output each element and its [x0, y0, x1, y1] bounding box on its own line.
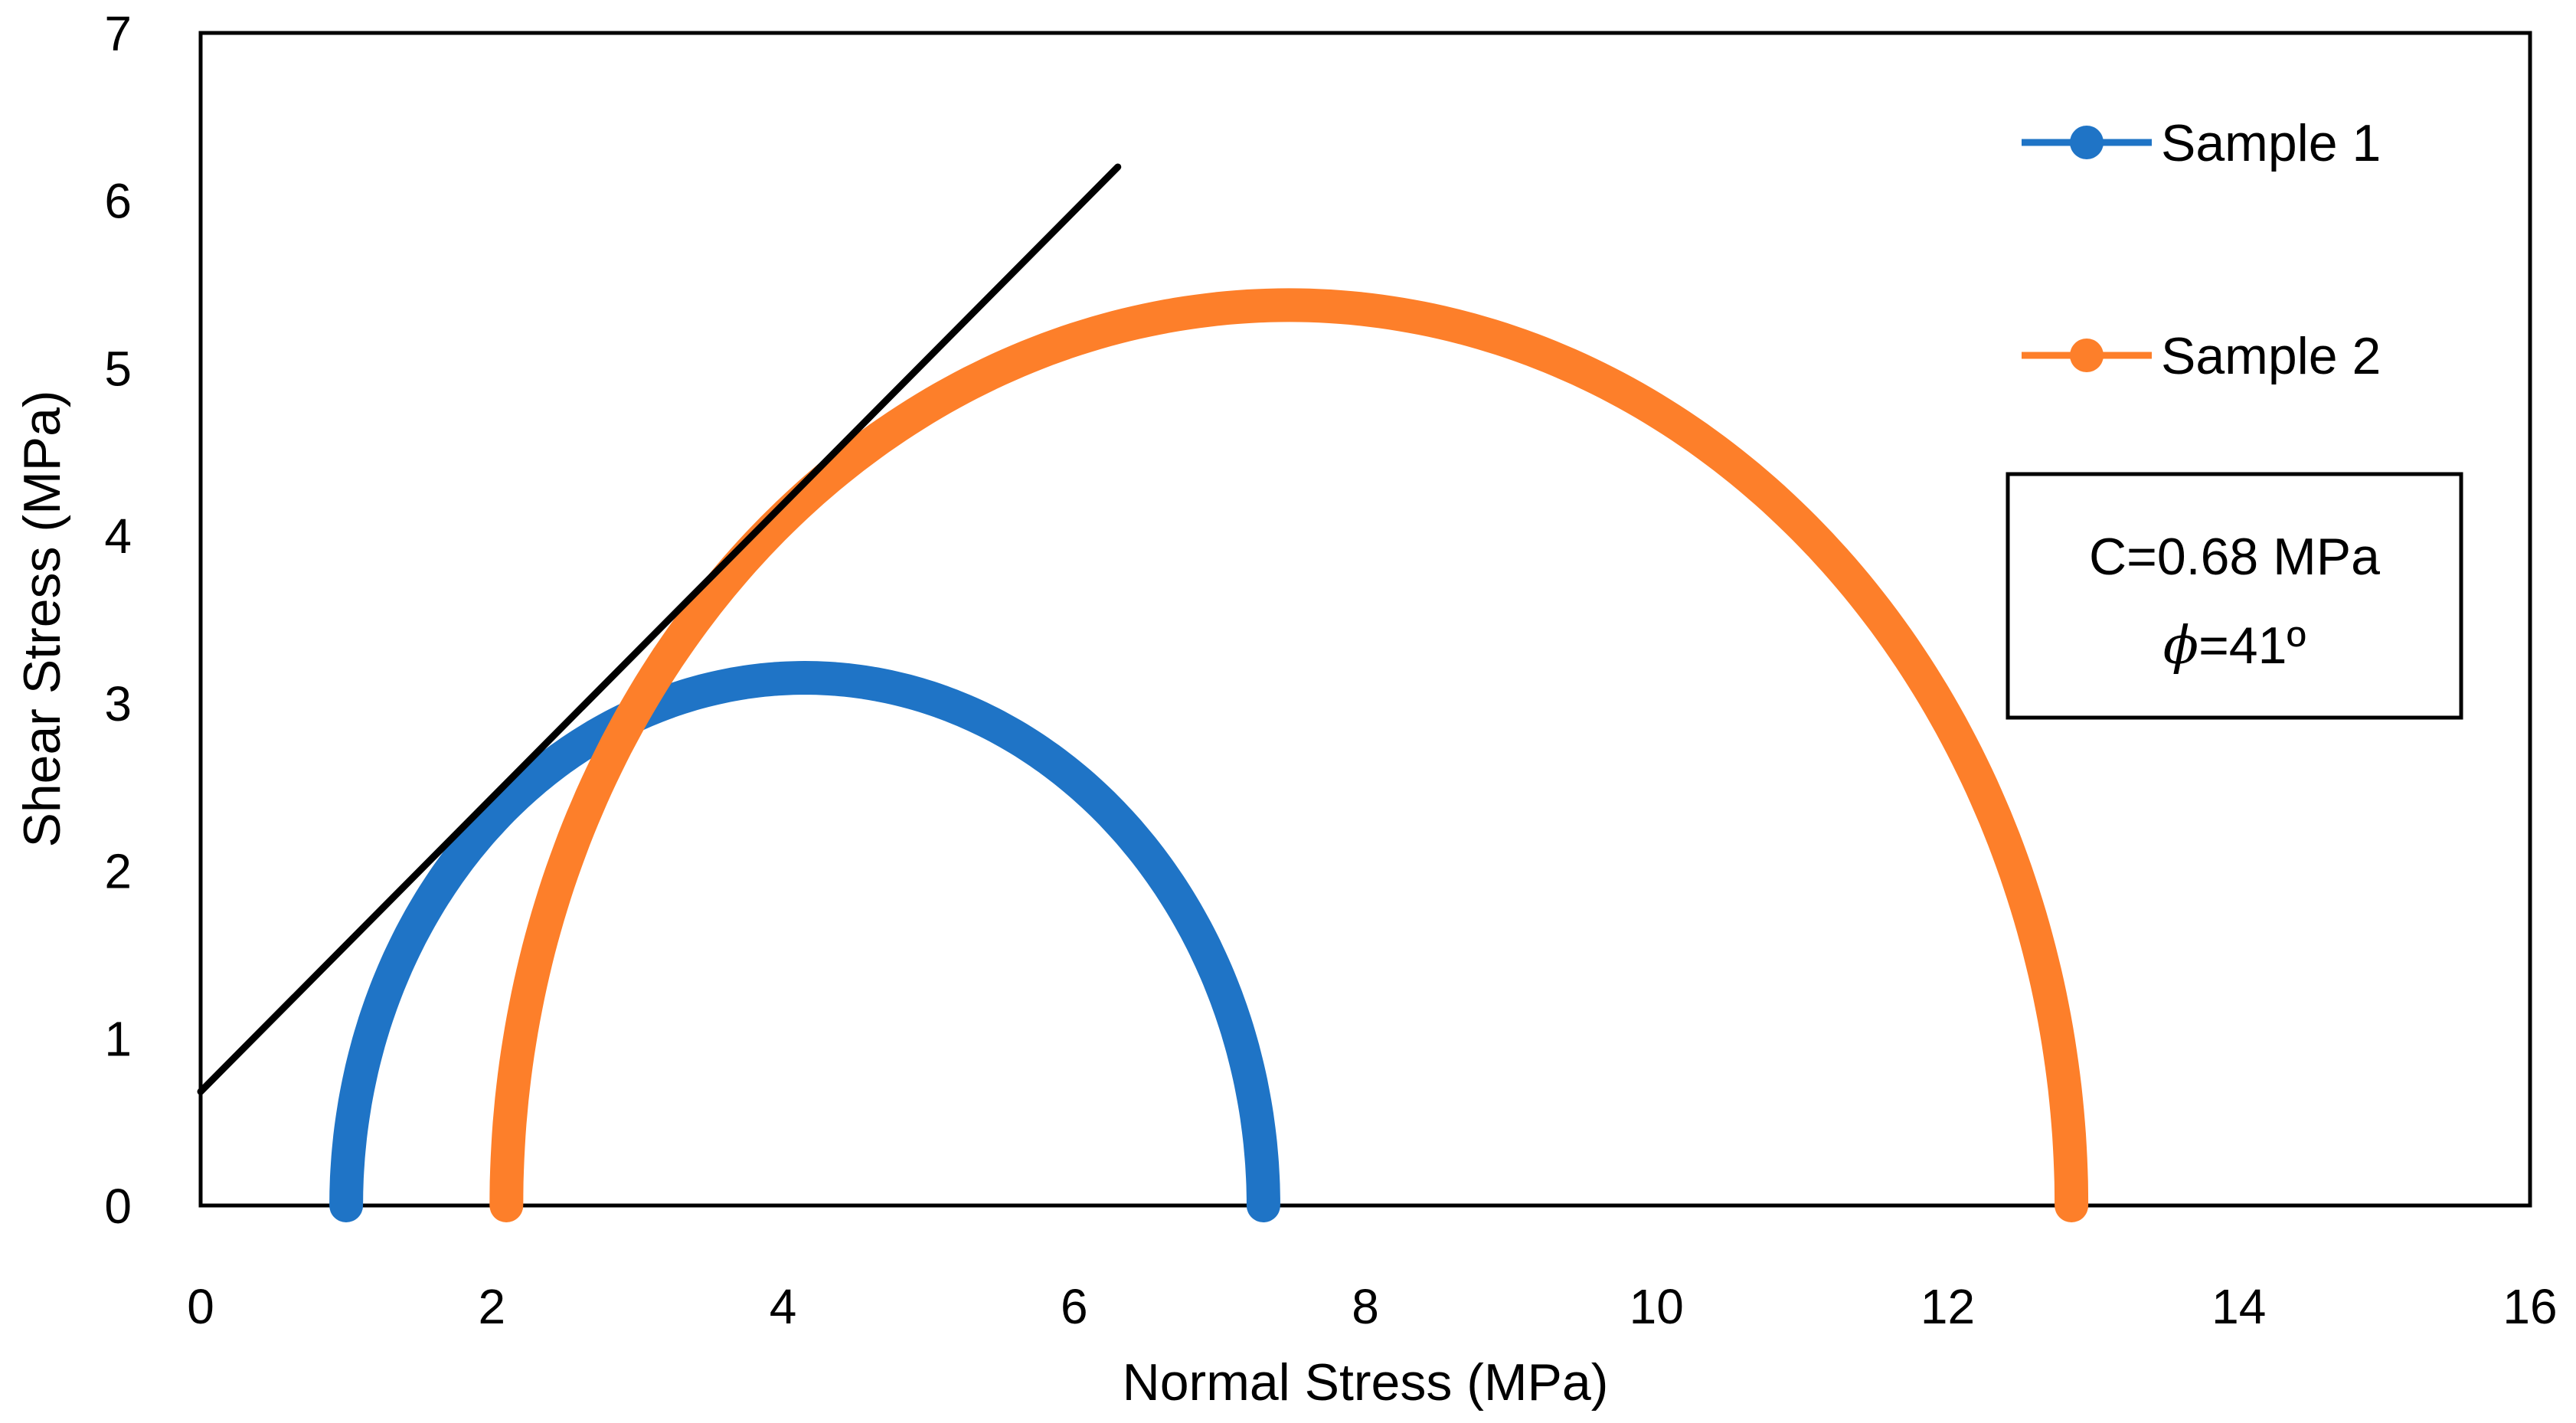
series-layer: [197, 163, 2089, 1222]
phi-symbol: ϕ: [2163, 616, 2198, 676]
x-tick-label: 4: [770, 1279, 797, 1334]
x-tick-labels: 0 2 4 6 8 10 12 14 16: [187, 1279, 2557, 1334]
legend-label-sample-2: Sample 2: [2161, 327, 2381, 385]
y-tick-label: 5: [104, 341, 132, 396]
y-axis-label: Shear Stress (MPa): [13, 390, 71, 847]
x-tick-label: 6: [1061, 1279, 1088, 1334]
x-tick-label: 0: [187, 1279, 214, 1334]
annotation-friction-angle: ϕ=41º: [2163, 616, 2306, 676]
legend: Sample 1 Sample 2: [2022, 114, 2381, 385]
y-tick-label: 4: [104, 509, 132, 564]
legend-item-sample-2: Sample 2: [2022, 327, 2381, 385]
y-tick-label: 6: [104, 174, 132, 229]
legend-marker-sample-2: [2070, 339, 2104, 372]
x-tick-label: 16: [2502, 1279, 2557, 1334]
x-axis-label: Normal Stress (MPa): [1123, 1353, 1609, 1412]
x-tick-label: 2: [478, 1279, 505, 1334]
x-tick-label: 14: [2212, 1279, 2266, 1334]
annotation-frame: [2006, 472, 2463, 720]
y-tick-label: 1: [104, 1011, 132, 1066]
mohr-circle-sample-2: [489, 288, 2089, 1222]
y-tick-label: 3: [104, 676, 132, 731]
y-tick-labels: 0 1 2 3 4 5 6 7: [104, 6, 132, 1234]
x-tick-label: 10: [1630, 1279, 1684, 1334]
legend-marker-sample-1: [2070, 126, 2104, 159]
legend-item-sample-1: Sample 1: [2022, 114, 2381, 172]
annotation-cohesion: C=0.68 MPa: [2089, 528, 2380, 586]
y-tick-label: 2: [104, 844, 132, 899]
legend-label-sample-1: Sample 1: [2161, 114, 2381, 172]
x-tick-label: 8: [1352, 1279, 1379, 1334]
friction-angle-value: =41º: [2198, 617, 2306, 675]
y-tick-label: 0: [104, 1179, 132, 1234]
x-tick-label: 12: [1921, 1279, 1975, 1334]
annotation-box: C=0.68 MPa ϕ=41º: [2006, 472, 2463, 720]
y-tick-label: 7: [104, 6, 132, 61]
failure-envelope-line: [197, 163, 1122, 1095]
mohr-circle-sample-1: [329, 661, 1280, 1222]
